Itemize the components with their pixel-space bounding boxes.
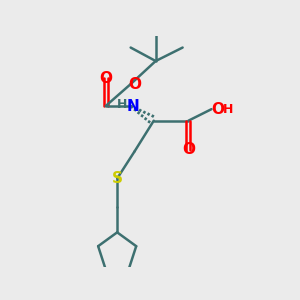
Text: O: O (211, 102, 224, 117)
Text: H: H (223, 103, 234, 116)
Text: O: O (99, 71, 112, 86)
Text: H: H (117, 98, 128, 111)
Text: O: O (182, 142, 195, 157)
Text: O: O (128, 76, 141, 92)
Text: S: S (112, 171, 123, 186)
Text: N: N (127, 99, 139, 114)
